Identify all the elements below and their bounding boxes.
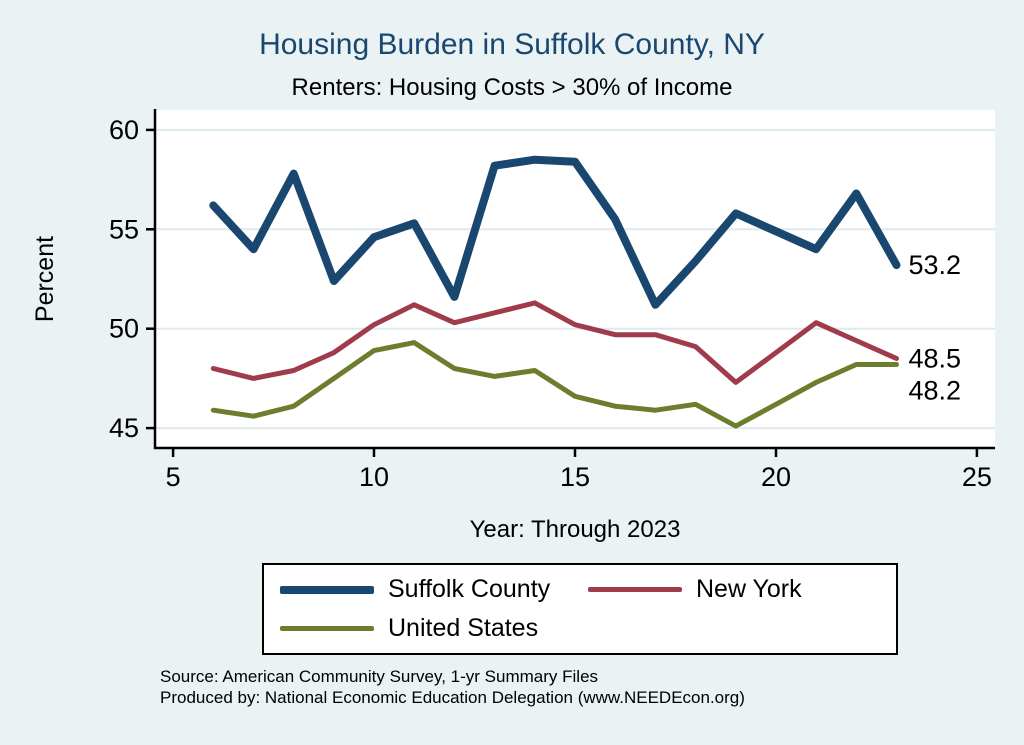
series-line-suffolk-county: [209, 155, 901, 309]
legend-item-new-york: New York: [588, 575, 896, 604]
legend: Suffolk County New York United States: [262, 563, 898, 655]
line-chart: 45 50 55 60 5 10 15 20 25 53.2 48.548.2: [109, 109, 995, 492]
y-tick-label: 60: [109, 115, 139, 145]
legend-label-suffolk-county: Suffolk County: [388, 575, 551, 603]
chart-subtitle: Renters: Housing Costs > 30% of Income: [291, 74, 733, 101]
x-axis-label: Year: Through 2023: [469, 516, 681, 543]
source-note: Source: American Community Survey, 1-yr …: [160, 666, 745, 708]
x-tick-label: 10: [359, 462, 389, 492]
chart-title: Housing Burden in Suffolk County, NY: [259, 28, 765, 61]
legend-label-new-york: New York: [696, 575, 802, 603]
series-end-label: 53.2: [909, 250, 962, 280]
legend-item-united-states: United States: [280, 614, 588, 643]
producer-line: Produced by: National Economic Education…: [160, 688, 745, 707]
x-tick-label: 5: [166, 462, 181, 492]
series-line-new-york: [210, 300, 899, 385]
x-tick-label: 15: [560, 462, 590, 492]
legend-swatch-united-states: [280, 626, 374, 631]
y-tick-label: 55: [109, 214, 139, 244]
legend-item-suffolk-county: Suffolk County: [280, 575, 588, 604]
y-tick-label: 45: [109, 413, 139, 443]
x-tick-label: 25: [962, 462, 992, 492]
x-tick-label: 20: [761, 462, 791, 492]
legend-swatch-suffolk-county: [280, 585, 374, 594]
y-tick-label: 50: [109, 314, 139, 344]
legend-swatch-new-york: [588, 587, 682, 592]
source-line: Source: American Community Survey, 1-yr …: [160, 667, 599, 686]
legend-label-united-states: United States: [388, 614, 539, 642]
series-end-label: 48.2: [909, 376, 962, 406]
series-line-united-states: [210, 340, 899, 429]
series-end-label: 48.5: [909, 344, 962, 374]
